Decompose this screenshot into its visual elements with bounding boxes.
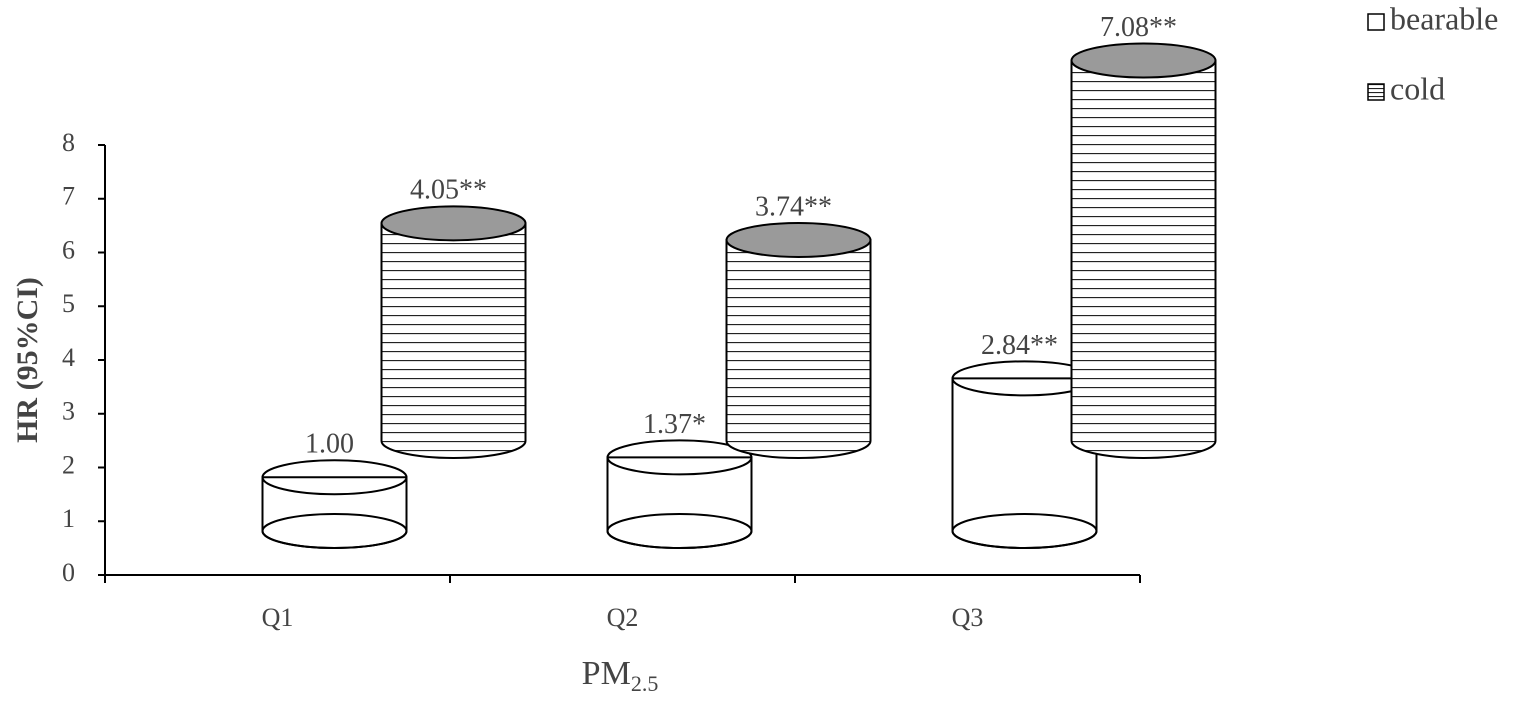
- y-tick-label: 8: [62, 128, 75, 157]
- legend-label: cold: [1390, 70, 1445, 106]
- x-axis-label: PM2.5: [582, 655, 659, 696]
- y-axis-label: HR (95%CI): [11, 277, 44, 443]
- x-tick-label: Q1: [262, 603, 294, 632]
- cylinder: [261, 459, 408, 549]
- legend-swatch: [1367, 13, 1385, 31]
- y-tick-label: 5: [62, 289, 75, 318]
- cylinder-top: [380, 205, 527, 242]
- cylinder-base: [951, 513, 1098, 549]
- y-tick-label: 4: [62, 343, 75, 372]
- x-axis-label-subscript: 2.5: [631, 671, 659, 696]
- cylinder-body: [725, 238, 872, 459]
- x-tick-label: Q3: [952, 603, 984, 632]
- x-tick-label: Q2: [607, 603, 639, 632]
- legend-swatch: [1367, 83, 1385, 101]
- value-label: 3.74**: [755, 191, 832, 222]
- y-tick-label: 0: [62, 558, 75, 587]
- cylinder: [1070, 42, 1217, 459]
- value-label: 4.05**: [410, 175, 487, 206]
- value-label: 2.84**: [981, 330, 1058, 361]
- y-tick-label: 2: [62, 450, 75, 479]
- value-label: 1.37*: [643, 409, 706, 440]
- cylinder-top: [1070, 42, 1217, 79]
- y-tick-label: 1: [62, 504, 75, 533]
- legend-label: bearable: [1390, 0, 1498, 36]
- cylinder-base: [606, 513, 753, 549]
- cylinder-body: [606, 456, 753, 549]
- y-tick-label: 6: [62, 235, 75, 264]
- cylinder: [725, 221, 872, 459]
- cylinder: [606, 439, 753, 549]
- x-axis-label-main: PM: [582, 655, 631, 692]
- y-tick-label: 7: [62, 182, 75, 211]
- y-tick-label: 3: [62, 397, 75, 426]
- cylinder-base: [261, 513, 408, 549]
- cylinder-top: [261, 459, 408, 496]
- cylinder: [380, 205, 527, 459]
- cylinder-body: [380, 222, 527, 459]
- cylinder-body: [1070, 59, 1217, 459]
- cylinder-top: [725, 221, 872, 258]
- cylinder-top: [606, 439, 753, 476]
- cylinder-body: [261, 476, 408, 549]
- value-label: 7.08**: [1100, 12, 1177, 43]
- value-label: 1.00: [305, 429, 354, 460]
